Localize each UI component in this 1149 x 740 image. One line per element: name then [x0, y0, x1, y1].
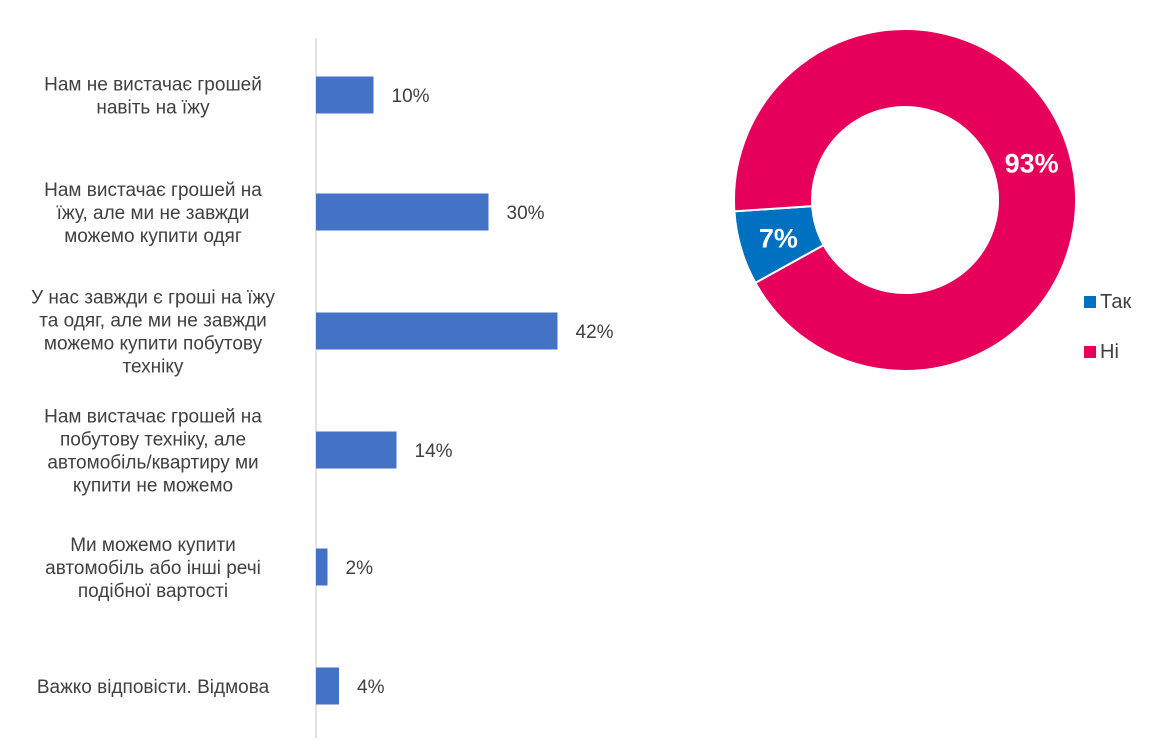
donut-chart: 7% 93% Так Ні [733, 28, 1131, 372]
category-label: Ми можемо купити автомобіль або інші речі… [45, 535, 261, 602]
category-label: Важко відповісти. Відмова [37, 677, 270, 698]
category-label: Нам не вистачає грошей навіть на їжу [44, 75, 262, 119]
bar-value-label: 10% [392, 86, 430, 107]
bar-value-label: 2% [346, 558, 374, 579]
bar [316, 548, 328, 586]
bar [316, 193, 489, 231]
legend: Так Ні [1084, 291, 1131, 363]
donut-slice [733, 28, 1077, 372]
bar-value-label: 14% [415, 441, 453, 462]
legend-swatch [1084, 346, 1096, 358]
bar-value-label: 30% [507, 203, 545, 224]
bars-group: 10% Нам не вистачає грошей навіть на їжу 30… [31, 75, 614, 705]
legend-swatch [1084, 296, 1096, 308]
bar [316, 667, 339, 705]
slice-value-label: 93% [1005, 149, 1059, 179]
category-label: Нам вистачає грошей на побутову техніку, … [44, 407, 262, 497]
bar-value-label: 4% [357, 677, 385, 698]
donut-group: 7% 93% [733, 28, 1077, 372]
legend-label: Так [1100, 291, 1131, 313]
legend-label: Ні [1100, 341, 1119, 363]
category-label: Нам вистачає грошей на їжу, але ми не зав… [44, 180, 262, 247]
category-label: У нас завжди є гроші на їжу та одяг, але … [31, 288, 275, 378]
bar-value-label: 42% [576, 322, 614, 343]
slice-value-label: 7% [759, 223, 798, 253]
bar [316, 431, 397, 469]
bar [316, 76, 374, 114]
bar-chart: 10% Нам не вистачає грошей навіть на їжу 30… [31, 38, 614, 738]
bar [316, 312, 558, 350]
